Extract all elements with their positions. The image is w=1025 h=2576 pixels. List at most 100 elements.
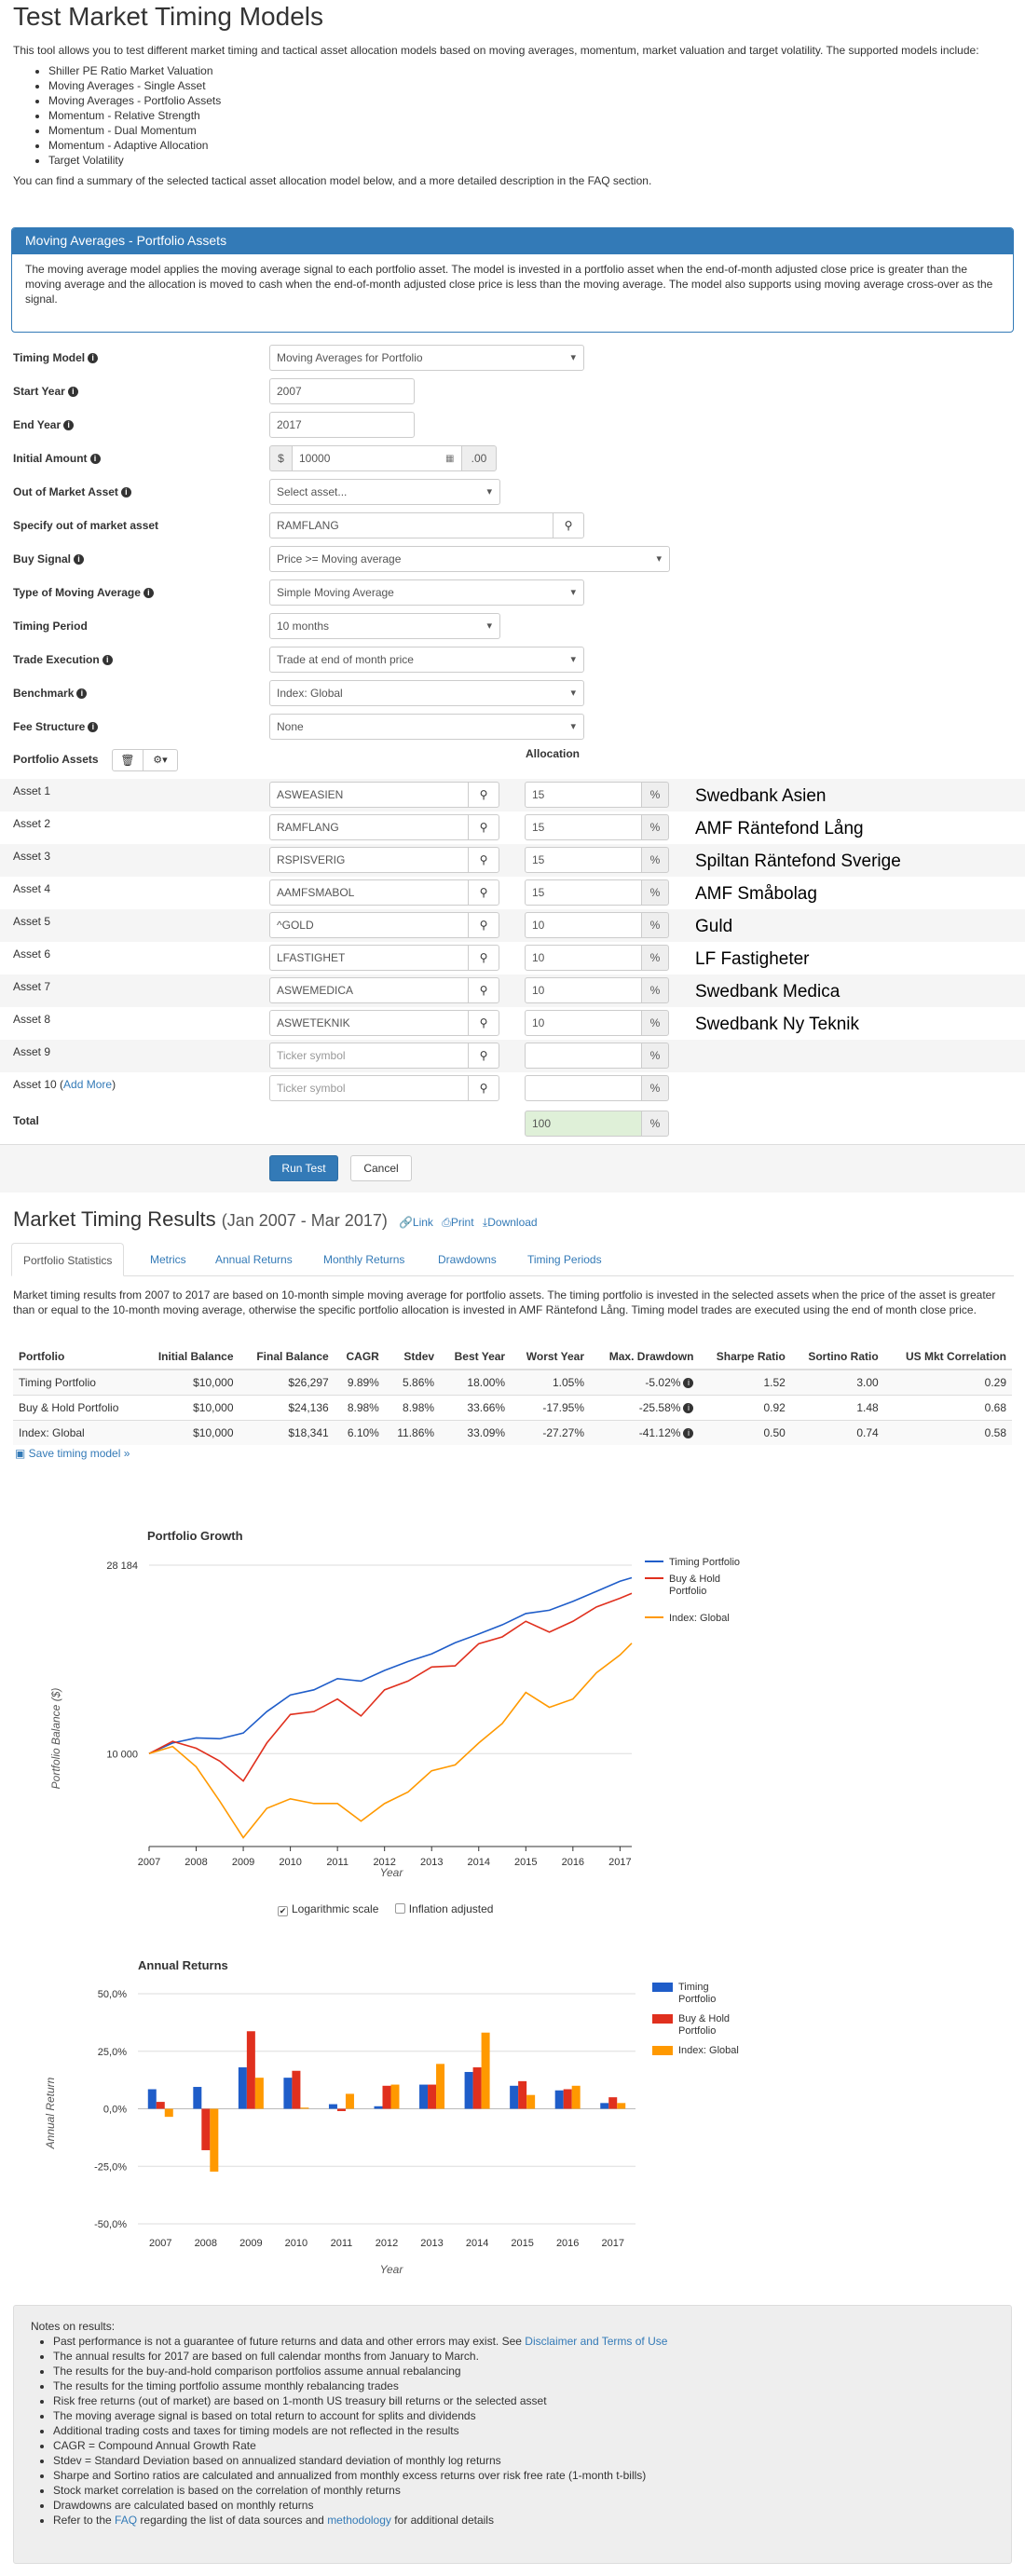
print-link[interactable]: Print — [450, 1216, 474, 1229]
info-icon[interactable]: i — [683, 1403, 694, 1413]
download-icon[interactable]: ⤓ — [482, 1216, 488, 1229]
bar — [518, 2080, 527, 2109]
tab-metrics[interactable]: Metrics — [150, 1253, 186, 1266]
inflation-checkbox[interactable] — [394, 1903, 405, 1914]
save-timing-model-link[interactable]: ▣ Save timing model » — [15, 1447, 130, 1460]
ticker-search-button[interactable]: ⚲ — [468, 1075, 499, 1101]
allocation-input[interactable]: 15 — [525, 814, 642, 840]
add-more-link[interactable]: Add More — [63, 1078, 113, 1091]
fee-structure-select[interactable]: None — [269, 714, 584, 740]
info-icon[interactable]: i — [102, 655, 113, 665]
ticker-search-button[interactable]: ⚲ — [468, 814, 499, 840]
gear-icon: ⚙▾ — [153, 755, 168, 766]
ticker-input[interactable]: Ticker symbol — [269, 1043, 469, 1069]
ticker-search-button[interactable]: ⚲ — [468, 1043, 499, 1069]
inflation-label: Inflation adjusted — [408, 1902, 494, 1915]
start-year-input[interactable]: 2007 — [269, 378, 415, 404]
ma-type-select[interactable]: Simple Moving Average — [269, 579, 584, 606]
buy-signal-select[interactable]: Price >= Moving average — [269, 546, 670, 572]
specify-out-input[interactable]: RAMFLANG — [269, 512, 554, 538]
out-of-market-select[interactable]: Select asset... — [269, 479, 500, 505]
info-icon[interactable]: i — [120, 487, 131, 497]
tab-drawdowns[interactable]: Drawdowns — [438, 1253, 497, 1266]
info-icon[interactable]: i — [88, 722, 99, 732]
info-icon[interactable]: i — [63, 420, 75, 430]
print-icon[interactable]: ⎙ — [442, 1216, 451, 1229]
info-icon[interactable]: i — [683, 1428, 694, 1438]
ticker-input[interactable]: RAMFLANG — [269, 814, 469, 840]
y-tick-label: 0,0% — [103, 2105, 127, 2116]
bar — [238, 2067, 247, 2109]
disclaimer-link[interactable]: Disclaimer and Terms of Use — [525, 2335, 668, 2348]
table-cell: 1.52 — [699, 1369, 791, 1396]
faq-link[interactable]: FAQ — [115, 2514, 138, 2527]
info-icon[interactable]: i — [143, 588, 154, 598]
allocation-input[interactable]: 10 — [525, 912, 642, 938]
run-test-button[interactable]: Run Test — [269, 1155, 338, 1181]
allocation-input[interactable] — [525, 1043, 642, 1069]
allocation-label: Allocation — [526, 747, 581, 760]
initial-amount-input[interactable]: 10000 — [292, 445, 462, 471]
info-icon[interactable]: i — [683, 1378, 694, 1388]
column-header: Sharpe Ratio — [699, 1344, 791, 1370]
tab-timing-periods[interactable]: Timing Periods — [527, 1253, 602, 1266]
table-cell: 5.86% — [384, 1369, 441, 1396]
allocation-input[interactable]: 10 — [525, 945, 642, 971]
ticker-search-button[interactable]: ⚲ — [468, 782, 499, 808]
allocation-input[interactable]: 15 — [525, 847, 642, 873]
x-tick-label: 2008 — [195, 2238, 217, 2249]
trash-button[interactable]: 🗑 — [112, 749, 144, 771]
info-icon[interactable]: i — [76, 688, 88, 699]
settings-button[interactable]: ⚙▾ — [143, 749, 178, 771]
calculator-icon[interactable]: ▦ — [445, 454, 455, 464]
asset-row: Asset 3 RSPISVERIG ⚲ 15% Spiltan Räntefond S… — [0, 844, 1025, 877]
ticker-input[interactable]: Ticker symbol — [269, 1075, 469, 1101]
table-cell: 18.00% — [440, 1369, 512, 1396]
info-icon[interactable]: i — [89, 454, 101, 464]
tab-monthly-returns[interactable]: Monthly Returns — [323, 1253, 405, 1266]
ticker-input[interactable]: ^GOLD — [269, 912, 469, 938]
series-line — [148, 1642, 633, 1839]
download-link[interactable]: Download — [487, 1216, 538, 1229]
annual-returns-chart: Annual Returns 50,0% 25,0% 0,0% -25,0% -50,0… — [44, 1958, 739, 2276]
note-item: Additional trading costs and taxes for t… — [53, 2423, 994, 2438]
info-icon[interactable]: i — [74, 554, 85, 565]
ticker-input[interactable]: ASWEMEDICA — [269, 977, 469, 1003]
info-icon[interactable]: i — [67, 387, 78, 397]
benchmark-select[interactable]: Index: Global — [269, 680, 584, 706]
search-button[interactable]: ⚲ — [553, 512, 584, 538]
ticker-input[interactable]: LFASTIGHET — [269, 945, 469, 971]
timing-model-select[interactable]: Moving Averages for Portfolio — [269, 345, 584, 371]
tab-portfolio-statistics[interactable]: Portfolio Statistics — [11, 1243, 125, 1276]
table-cell: 3.00 — [790, 1369, 884, 1396]
trade-execution-select[interactable]: Trade at end of month price — [269, 647, 584, 673]
timing-period-select[interactable]: 10 months — [269, 613, 500, 639]
ticker-search-button[interactable]: ⚲ — [468, 977, 499, 1003]
ticker-input[interactable]: AAMFSMABOL — [269, 879, 469, 906]
methodology-link[interactable]: methodology — [327, 2514, 391, 2527]
ticker-search-button[interactable]: ⚲ — [468, 945, 499, 971]
ticker-search-button[interactable]: ⚲ — [468, 879, 499, 906]
ticker-input[interactable]: ASWETEKNIK — [269, 1010, 469, 1036]
end-year-input[interactable]: 2017 — [269, 412, 415, 438]
results-period: (Jan 2007 - Mar 2017) — [221, 1211, 388, 1230]
allocation-input[interactable] — [525, 1075, 642, 1101]
allocation-input[interactable]: 15 — [525, 782, 642, 808]
link-link[interactable]: Link — [412, 1216, 433, 1229]
allocation-input[interactable]: 10 — [525, 977, 642, 1003]
tab-annual-returns[interactable]: Annual Returns — [215, 1253, 293, 1266]
ticker-search-button[interactable]: ⚲ — [468, 1010, 499, 1036]
log-scale-checkbox[interactable]: ✔ — [278, 1906, 288, 1916]
ticker-search-button[interactable]: ⚲ — [468, 847, 499, 873]
table-cell: 11.86% — [384, 1420, 441, 1445]
ticker-search-button[interactable]: ⚲ — [468, 912, 499, 938]
ticker-input[interactable]: ASWEASIEN — [269, 782, 469, 808]
cancel-button[interactable]: Cancel — [350, 1155, 412, 1181]
ticker-input[interactable]: RSPISVERIG — [269, 847, 469, 873]
allocation-input[interactable]: 15 — [525, 879, 642, 906]
legend-label: Index: Global — [678, 2045, 739, 2056]
allocation-input[interactable]: 10 — [525, 1010, 642, 1036]
growth-chart-title: Portfolio Growth — [147, 1529, 243, 1543]
info-icon[interactable]: i — [88, 353, 99, 363]
link-icon[interactable]: 🔗 — [398, 1216, 413, 1229]
